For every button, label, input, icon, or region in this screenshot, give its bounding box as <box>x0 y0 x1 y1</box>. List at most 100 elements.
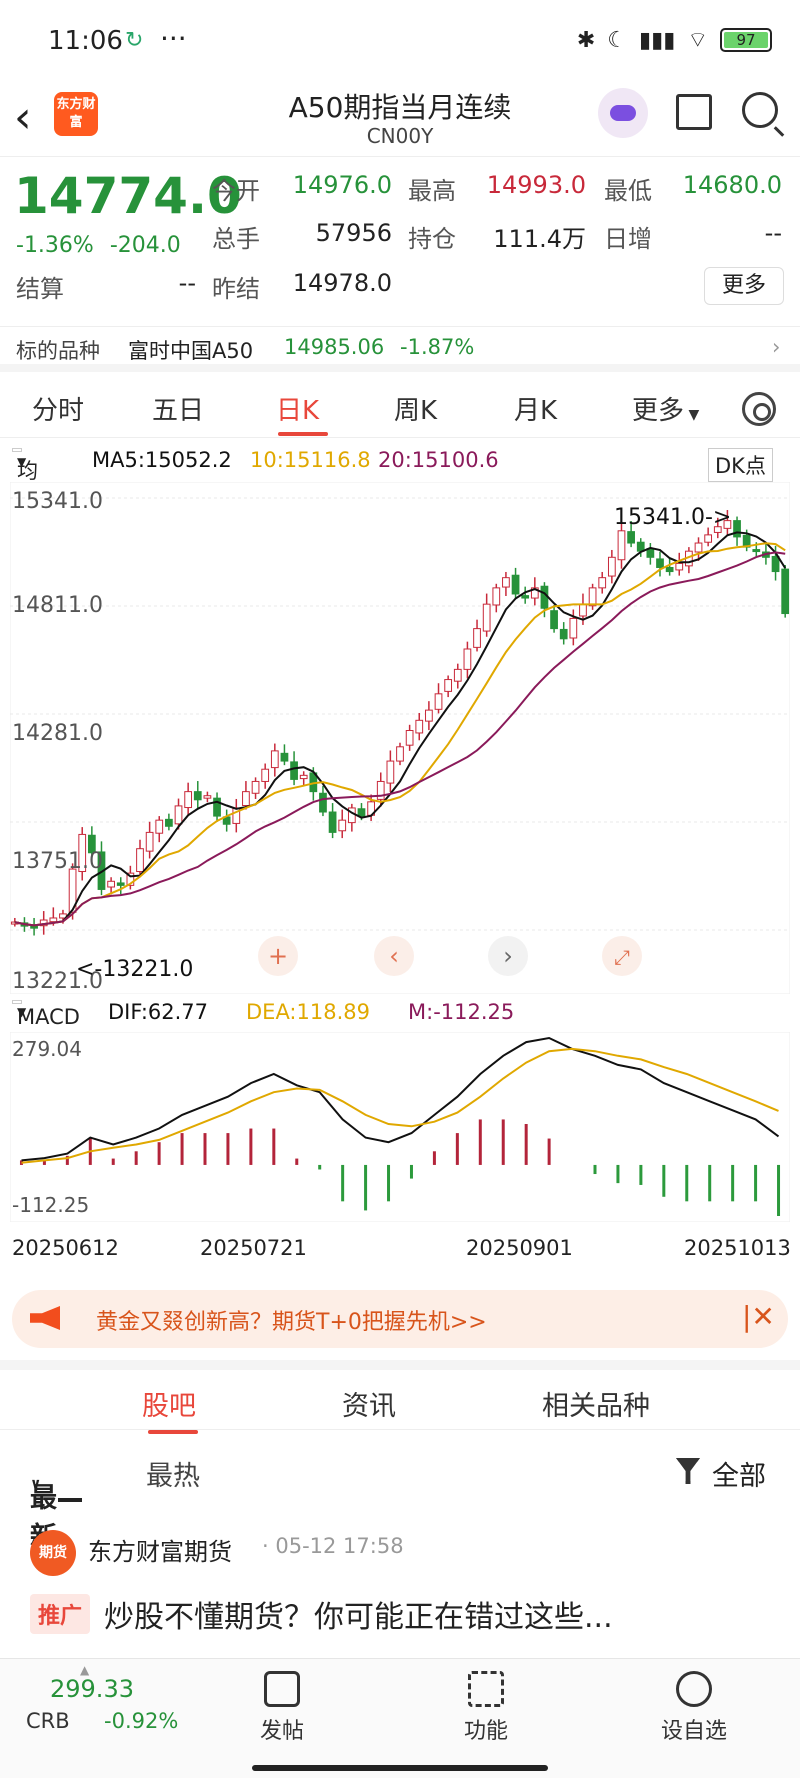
promo-tag: 推广 <box>30 1594 91 1634</box>
candle-body <box>78 833 87 873</box>
candle-body <box>540 585 549 609</box>
tab-forum[interactable]: 股吧 <box>142 1391 196 1422</box>
date-label: 20250901 <box>466 1236 573 1260</box>
candle-body <box>502 577 510 588</box>
scroll-left-button[interactable] <box>374 936 414 976</box>
candle-body <box>145 831 154 852</box>
fullscreen-button[interactable] <box>602 936 642 976</box>
candle-body <box>405 730 414 746</box>
candle-body <box>646 548 655 558</box>
post-button[interactable]: 发帖 <box>232 1667 332 1745</box>
tab-intraday[interactable]: 分时 <box>32 396 85 426</box>
promo-text: 黄金又叕创新高？期货T+0把握先机>> <box>96 1310 487 1335</box>
battery-icon: 97 <box>720 28 772 52</box>
settle-label: 结算 <box>16 275 64 303</box>
candle-body <box>559 628 568 640</box>
filter-icon[interactable] <box>676 1458 700 1484</box>
chevron-left-icon: ‹ <box>389 942 399 970</box>
underlying-row[interactable]: 标的品种 富时中国A50 14985.06 -1.87% › <box>0 326 800 372</box>
post-author[interactable]: 东方财富期货 <box>88 1538 232 1566</box>
candle-body <box>482 603 491 632</box>
underlying-value: 14985.06 <box>284 335 385 359</box>
crb-value[interactable]: 299.33 <box>50 1675 134 1703</box>
volume-value: 57956 <box>315 219 392 247</box>
indicator-selector[interactable]: 均线 ▼ <box>12 448 38 513</box>
avatar[interactable]: 期货 <box>30 1530 76 1576</box>
date-label: 20250612 <box>12 1236 119 1260</box>
macd-selector-label: MACD <box>17 1005 80 1029</box>
candle-body <box>376 780 385 800</box>
y-tick-label: 15341.0 <box>12 489 103 514</box>
wifi-icon: ⌔ <box>687 28 708 53</box>
candle-body <box>617 530 626 561</box>
high-label: 最高 <box>408 177 456 205</box>
post-title[interactable]: 炒股不懂期货？你可能正在错过这些... <box>104 1600 613 1635</box>
post-item[interactable]: 期货 东方财富期货 · 05-12 17:58 推广 炒股不懂期货？你可能正在错… <box>0 1512 800 1662</box>
caret-down-icon: ▼ <box>17 455 27 469</box>
tab-news[interactable]: 资讯 <box>342 1391 396 1422</box>
dif-line <box>21 1036 780 1162</box>
promo-banner[interactable]: 黄金又叕创新高？期货T+0把握先机>> |✕ <box>12 1290 788 1348</box>
candlestick-chart[interactable]: 15341.0 14811.0 14281.0 13751.0 13221.0 … <box>10 482 790 994</box>
megaphone-icon <box>30 1306 60 1330</box>
daily-increase-label: 日增 <box>604 225 652 253</box>
candle-body <box>627 531 635 544</box>
candle-body <box>550 610 558 630</box>
more-button[interactable]: 更多 <box>704 267 784 305</box>
candle-body <box>174 805 183 825</box>
sort-hot[interactable]: 最热 <box>146 1461 200 1492</box>
share-icon[interactable] <box>676 94 712 130</box>
macd-selector[interactable]: MACD ▼ <box>12 1000 80 1029</box>
candle-body <box>338 819 347 832</box>
tab-more[interactable]: 更多 ▼ <box>632 390 699 427</box>
scroll-right-button[interactable] <box>488 936 528 976</box>
macd-top-label: 279.04 <box>12 1037 82 1061</box>
candle-body <box>569 617 578 639</box>
daily-increase-value: -- <box>764 219 782 247</box>
filter-all[interactable]: 全部 <box>712 1461 766 1492</box>
candle-body <box>319 792 327 813</box>
candle-body <box>270 750 279 769</box>
dk-point-button[interactable]: DK点 <box>708 448 773 482</box>
functions-button-label: 功能 <box>463 1719 508 1744</box>
tab-more-label: 更多 <box>632 396 685 426</box>
change-percent: -1.36% <box>16 233 94 258</box>
candle-body <box>126 872 135 886</box>
crb-name: CRB <box>26 1709 70 1733</box>
open-label: 今开 <box>212 177 260 205</box>
tab-monthly-k[interactable]: 月K <box>514 396 558 426</box>
back-icon[interactable]: ‹ <box>14 92 32 143</box>
candle-body <box>328 811 337 833</box>
candle-body <box>771 555 780 573</box>
more-circle-icon <box>676 1671 712 1707</box>
tab-weekly-k[interactable]: 周K <box>394 396 438 426</box>
tab-daily-k[interactable]: 日K <box>276 396 320 426</box>
quote-panel: 14774.0 -1.36% -204.0 今开 14976.0 最高 1499… <box>0 156 800 326</box>
gear-icon[interactable] <box>742 392 776 426</box>
macd-chart[interactable]: 279.04 -112.25 <box>10 1032 790 1222</box>
chart-controls: + ‹ › ⤢ <box>258 936 642 976</box>
zoom-in-button[interactable] <box>258 936 298 976</box>
underlying-pct: -1.87% <box>400 335 475 359</box>
caret-up-icon: ▲ <box>80 1663 90 1677</box>
tab-related[interactable]: 相关品种 <box>542 1391 650 1422</box>
open-interest-label: 持仓 <box>408 225 456 253</box>
page-title: A50期指当月连续 <box>288 91 512 124</box>
chevron-right-icon: › <box>772 335 781 359</box>
candle-body <box>713 526 722 533</box>
tab-five-day[interactable]: 五日 <box>152 396 205 426</box>
candle-body <box>68 868 77 913</box>
search-icon[interactable] <box>742 92 778 128</box>
candle-body <box>155 819 164 834</box>
candle-body <box>425 709 433 722</box>
date-label: 20250721 <box>200 1236 307 1260</box>
functions-button[interactable]: 功能 <box>436 1667 536 1745</box>
candle-body <box>116 882 125 886</box>
macd-bottom-label: -112.25 <box>12 1193 89 1217</box>
candle-body <box>636 541 645 552</box>
more-dots-icon: ··· <box>160 22 187 55</box>
add-watchlist-button[interactable]: 设自选 <box>644 1667 744 1745</box>
post-time-value: 05-12 17:58 <box>275 1534 404 1558</box>
assistant-robot-icon[interactable] <box>598 88 648 138</box>
close-icon[interactable]: |✕ <box>742 1300 775 1333</box>
